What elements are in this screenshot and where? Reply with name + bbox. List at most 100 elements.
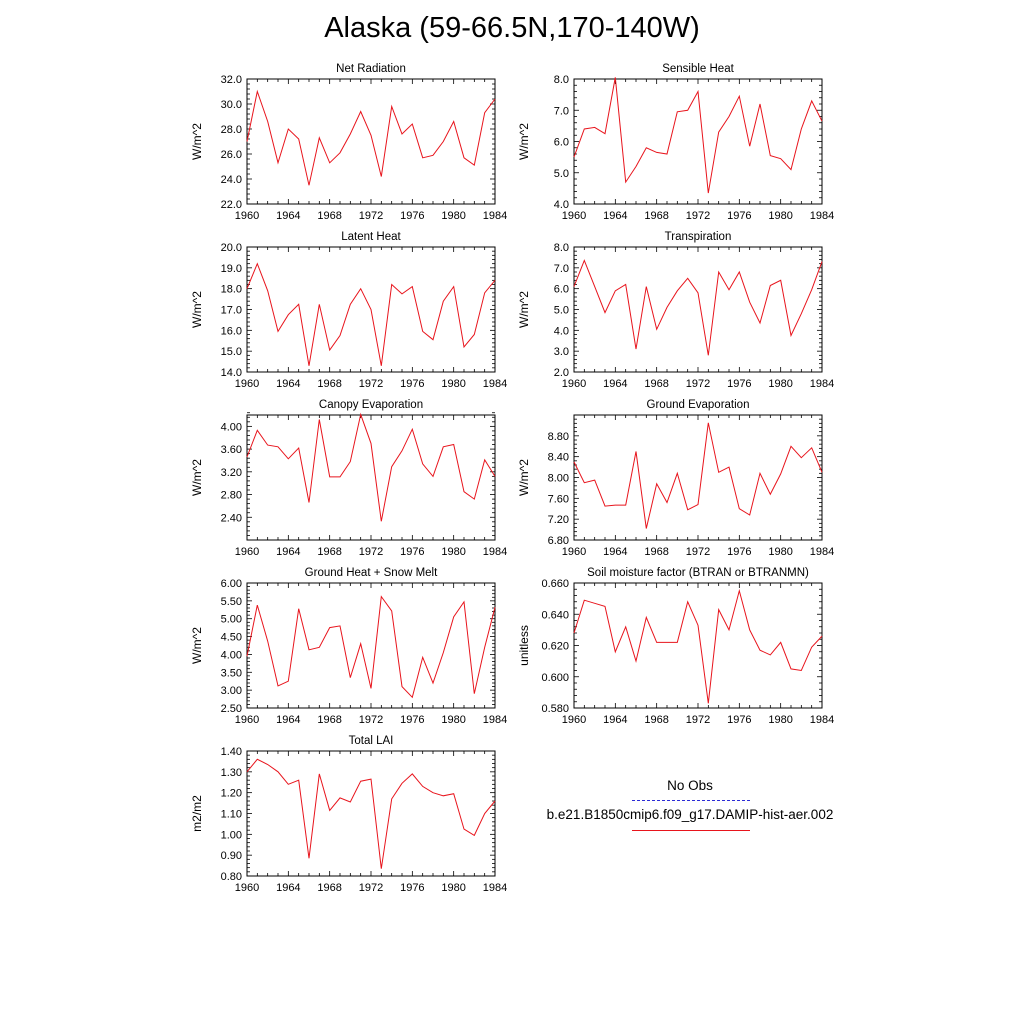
x-tick-label: 1964 — [603, 210, 627, 222]
plot-frame — [573, 414, 823, 541]
y-tick-label: 1.40 — [221, 746, 242, 758]
x-tick-label: 1964 — [603, 546, 627, 558]
y-tick-label: 2.40 — [221, 512, 242, 524]
series-line — [246, 595, 496, 699]
y-tick-label: 24.0 — [221, 174, 242, 186]
series-line — [246, 262, 496, 366]
x-tick-label: 1980 — [441, 714, 465, 726]
y-tick-label: 7.0 — [554, 105, 569, 117]
x-tick-label: 1976 — [400, 546, 424, 558]
series-line — [246, 758, 496, 869]
y-tick-label: 0.660 — [541, 578, 569, 590]
x-tick-label: 1960 — [562, 210, 586, 222]
y-tick-label: 0.580 — [541, 703, 569, 715]
y-tick-label: 14.0 — [221, 367, 242, 379]
x-tick-label: 1984 — [810, 546, 834, 558]
x-tick-label: 1972 — [359, 210, 383, 222]
panel-title: Soil moisture factor (BTRAN or BTRANMN) — [587, 567, 809, 579]
x-tick-label: 1964 — [276, 882, 300, 894]
y-tick-label: 2.0 — [554, 367, 569, 379]
panel-canopy-evaporation: 1960 1964 1968 1972 1976 1980 1984 2.40 2.80 3.20… — [190, 399, 507, 558]
x-tick-label: 1980 — [768, 210, 792, 222]
y-tick-label: 8.0 — [554, 74, 569, 86]
x-tick-label: 1976 — [400, 378, 424, 390]
series-line — [246, 412, 496, 522]
x-tick-label: 1968 — [644, 210, 668, 222]
y-tick-label: 6.0 — [554, 284, 569, 296]
x-tick-label: 1968 — [317, 714, 341, 726]
x-tick-label: 1976 — [727, 546, 751, 558]
x-tick-label: 1968 — [317, 210, 341, 222]
x-tick-label: 1976 — [400, 210, 424, 222]
y-tick-label: 4.00 — [221, 421, 242, 433]
x-tick-label: 1984 — [483, 546, 507, 558]
y-tick-label: 0.600 — [541, 672, 569, 684]
y-axis-label: W/m^2 — [517, 459, 531, 496]
y-tick-label: 6.80 — [548, 535, 569, 547]
y-tick-label: 5.0 — [554, 168, 569, 180]
panel-title: Ground Evaporation — [647, 399, 750, 411]
plot-frame — [573, 582, 823, 709]
x-tick-label: 1972 — [686, 714, 710, 726]
y-tick-label: 3.50 — [221, 667, 242, 679]
series-line — [573, 259, 823, 356]
x-tick-label: 1980 — [441, 546, 465, 558]
y-tick-label: 1.00 — [221, 829, 242, 841]
y-tick-label: 8.40 — [548, 452, 569, 464]
y-tick-label: 15.0 — [221, 346, 242, 358]
x-tick-label: 1984 — [483, 210, 507, 222]
series-line — [573, 77, 823, 194]
x-tick-label: 1960 — [562, 546, 586, 558]
y-tick-label: 32.0 — [221, 74, 242, 86]
panel-ground-evaporation: 1960 1964 1968 1972 1976 1980 1984 6.80 7.20 7.60… — [517, 399, 834, 558]
y-tick-label: 0.90 — [221, 850, 242, 862]
x-tick-label: 1976 — [400, 882, 424, 894]
y-tick-label: 8.00 — [548, 473, 569, 485]
legend-obs-line — [632, 800, 750, 801]
plot-frame — [246, 582, 496, 709]
y-tick-label: 4.00 — [221, 649, 242, 661]
x-tick-label: 1968 — [644, 714, 668, 726]
x-tick-label: 1976 — [727, 714, 751, 726]
y-tick-label: 17.0 — [221, 305, 242, 317]
plot-frame — [246, 414, 496, 541]
y-tick-label: 0.80 — [221, 871, 242, 883]
panel-title: Latent Heat — [341, 231, 401, 243]
x-tick-label: 1980 — [768, 714, 792, 726]
x-tick-label: 1964 — [603, 378, 627, 390]
x-tick-label: 1980 — [768, 378, 792, 390]
y-tick-label: 8.0 — [554, 242, 569, 254]
legend-model-line — [632, 830, 750, 831]
y-tick-label: 4.0 — [554, 199, 569, 211]
x-tick-label: 1968 — [644, 378, 668, 390]
y-tick-label: 30.0 — [221, 99, 242, 111]
panel-latent-heat: 1960 1964 1968 1972 1976 1980 1984 14.0 15.0 16.0… — [190, 231, 507, 390]
page-title: Alaska (59-66.5N,170-140W) — [324, 12, 700, 44]
y-axis-label: W/m^2 — [190, 291, 204, 328]
panel-title: Net Radiation — [336, 63, 406, 75]
x-tick-label: 1972 — [686, 210, 710, 222]
x-tick-label: 1976 — [727, 378, 751, 390]
y-axis-label: W/m^2 — [517, 291, 531, 328]
panel-title: Canopy Evaporation — [319, 399, 423, 411]
x-tick-label: 1976 — [727, 210, 751, 222]
y-tick-label: 6.00 — [221, 578, 242, 590]
x-tick-label: 1972 — [686, 378, 710, 390]
y-tick-label: 1.10 — [221, 809, 242, 821]
y-tick-label: 19.0 — [221, 263, 242, 275]
series-line — [573, 588, 823, 704]
x-tick-label: 1972 — [359, 882, 383, 894]
x-tick-label: 1964 — [276, 714, 300, 726]
series-line — [573, 422, 823, 529]
panel-soil-moisture-factor-btran-or-btranmn: 1960 1964 1968 1972 1976 1980 1984 0.580 0.600 0.… — [517, 567, 834, 726]
y-tick-label: 20.0 — [221, 242, 242, 254]
x-tick-label: 1968 — [644, 546, 668, 558]
y-axis-label: unitless — [517, 625, 531, 666]
y-tick-label: 7.60 — [548, 493, 569, 505]
y-axis-label: W/m^2 — [517, 123, 531, 160]
x-tick-label: 1960 — [235, 378, 259, 390]
legend-obs-label: No Obs — [667, 778, 713, 793]
panel-net-radiation: 1960 1964 1968 1972 1976 1980 1984 22.0 24.0 26.0… — [190, 63, 507, 222]
x-tick-label: 1976 — [400, 714, 424, 726]
